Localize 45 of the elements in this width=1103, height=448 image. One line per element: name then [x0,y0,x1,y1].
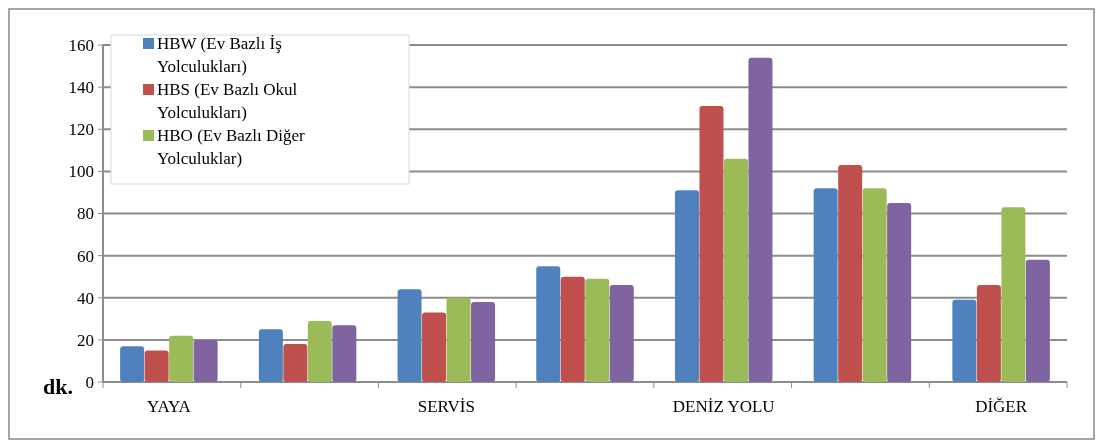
x-tick-label: YAYA [146,397,192,416]
bar [144,350,169,382]
bar [976,285,1001,382]
y-axis-title: dk. [43,374,73,399]
bar [283,344,308,382]
legend-label: HBS (Ev Bazlı Okul Yolculukları) [157,80,298,122]
bar [748,57,773,382]
bar [536,266,561,382]
bar [169,335,194,382]
y-tick-label: 140 [68,78,94,98]
y-tick-label: 0 [85,372,94,392]
bar [674,190,699,382]
bar [193,339,218,382]
bar [307,320,332,382]
y-tick-label: 120 [68,120,94,140]
bar [332,325,357,382]
y-tick-label: 60 [77,246,94,266]
y-tick-label: 40 [77,288,94,308]
y-tick-label: 100 [68,162,94,182]
x-tick-label: DENİZ YOLU [672,397,775,416]
bar [397,289,422,382]
x-tick-label: DİĞER [975,397,1028,416]
bar [723,158,748,382]
bar [1025,259,1050,382]
bar [838,165,863,382]
x-tick-label: SERVİS [417,397,475,416]
bar [471,301,496,382]
y-tick-label: 160 [68,35,94,55]
bar [952,299,977,382]
y-tick-label: 80 [77,204,94,224]
bar [560,276,585,382]
bar [258,329,283,382]
legend-label: HBO (Ev Bazlı Diğer Yolculuklar) [157,126,306,168]
bar [699,106,724,382]
bar [120,346,145,382]
bar [585,278,610,382]
bar [813,188,838,382]
bar [1001,207,1026,382]
bar [446,297,471,382]
bar [887,202,912,382]
legend-label: HBW (Ev Bazlı İş Yolculukları) [157,34,282,76]
bar [422,312,447,382]
bar [862,188,887,382]
bar [609,285,634,382]
y-tick-label: 20 [77,330,94,350]
